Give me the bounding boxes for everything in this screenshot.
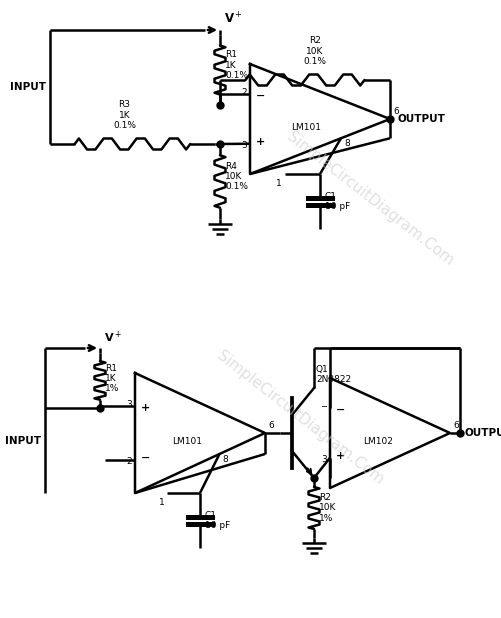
Text: 2: 2 [241,88,246,97]
Text: SimpleCircuitDiagram.Com: SimpleCircuitDiagram.Com [213,349,385,488]
Text: 1: 1 [158,498,164,507]
Text: +: + [256,137,265,147]
Text: OUTPUT: OUTPUT [464,428,501,438]
Text: C1
10 pF: C1 10 pF [324,192,350,211]
Text: 8: 8 [222,454,228,464]
Text: INPUT: INPUT [5,436,41,446]
Text: 6: 6 [268,420,273,430]
Text: 1: 1 [276,179,282,188]
Text: 8: 8 [343,139,349,148]
Text: −: − [335,405,345,415]
Text: OUTPUT: OUTPUT [397,114,445,124]
Text: −: − [141,453,150,464]
Text: +: + [141,403,150,413]
Text: 3: 3 [241,142,246,150]
Text: 6: 6 [392,106,398,116]
Text: V$^+$: V$^+$ [104,329,122,345]
Text: Q1
2N3822: Q1 2N3822 [315,365,350,384]
Text: LM101: LM101 [291,123,320,132]
Text: −: − [256,91,265,101]
Text: R4
10K
0.1%: R4 10K 0.1% [224,161,247,192]
Text: LM102: LM102 [362,437,392,446]
Text: −: − [319,402,326,411]
Text: V$^+$: V$^+$ [223,12,242,27]
Text: 3: 3 [126,399,132,408]
Text: R1
1K
0.1%: R1 1K 0.1% [224,50,247,80]
Text: C1
10 pF: C1 10 pF [204,511,230,530]
Text: R2
10K
1%: R2 10K 1% [318,493,336,523]
Text: INPUT: INPUT [10,82,46,92]
Text: LM101: LM101 [172,438,201,446]
Text: R2
10K
0.1%: R2 10K 0.1% [303,36,326,66]
Text: 2: 2 [126,457,132,467]
Text: SimpleCircuitDiagram.Com: SimpleCircuitDiagram.Com [283,129,455,269]
Text: 6: 6 [452,420,458,430]
Text: 3: 3 [321,455,326,464]
Text: R1
1K
1%: R1 1K 1% [105,363,119,394]
Text: +: + [335,451,345,461]
Text: R3
1K
0.1%: R3 1K 0.1% [113,100,136,130]
